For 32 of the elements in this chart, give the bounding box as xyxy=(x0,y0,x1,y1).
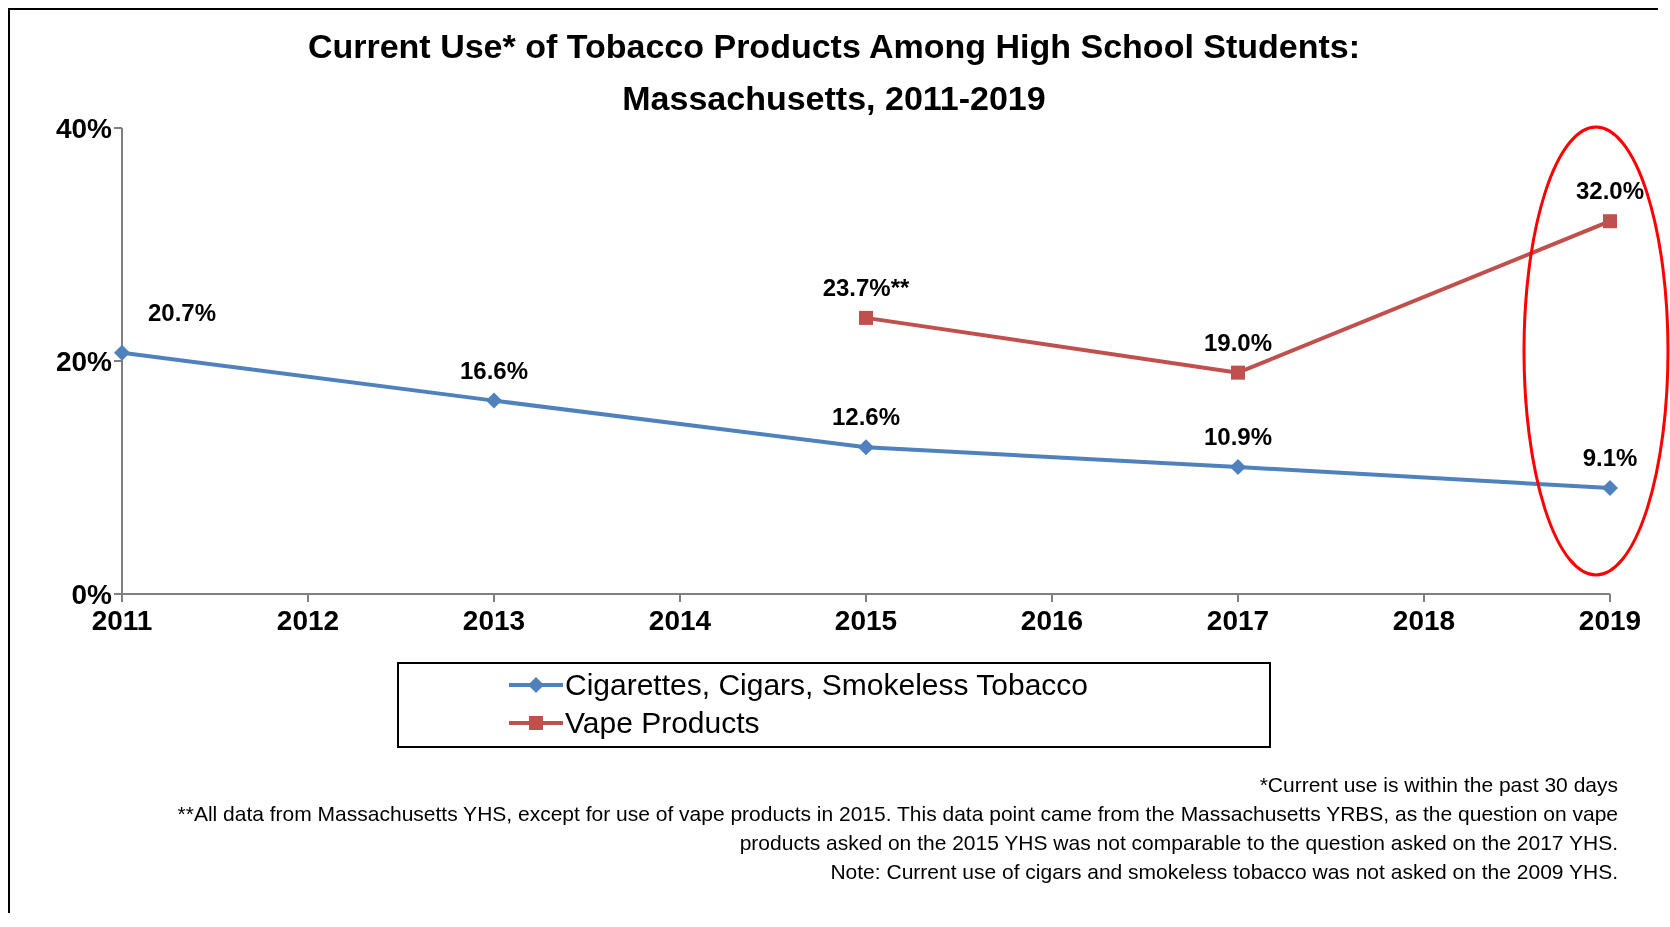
point xyxy=(858,439,874,456)
x-tick-label: 2013 xyxy=(462,604,526,636)
point xyxy=(114,344,130,361)
data-label: 16.6% xyxy=(459,356,529,384)
chart-title: Current Use* of Tobacco Products Among High School Students: Massachusetts, 2011-2019 xyxy=(307,27,1361,117)
point xyxy=(1231,365,1245,380)
x-tick-label: 2018 xyxy=(1392,604,1456,636)
data-label: 12.6% xyxy=(831,403,901,431)
point xyxy=(1603,214,1617,229)
point xyxy=(486,392,502,409)
point xyxy=(1230,459,1246,476)
point xyxy=(1602,479,1618,496)
legend-label: Cigarettes, Cigars, Smokeless Tobacco xyxy=(565,667,1089,703)
text: **All data from Massachusetts YHS, except for use of vape products in 2015. This data point came from the Massachusetts YRBS, as the question on vape products asked on the 2015 YHS was not comparable to the question asked on the 2017 YHS. xyxy=(176,801,1618,856)
data-label: 20.7% xyxy=(147,298,217,326)
data-label: 19.0% xyxy=(1203,328,1273,356)
x-tick-label: 2016 xyxy=(1020,604,1084,636)
legend-label: Vape Products xyxy=(565,705,760,741)
data-label: 9.1% xyxy=(1582,443,1638,471)
point xyxy=(859,310,873,325)
data-label: 23.7%** xyxy=(822,273,911,301)
x-tick-label: 2014 xyxy=(648,604,712,636)
text: Note: Current use of cigars and smokeless tobacco was not asked on the 2009 YHS. xyxy=(829,859,1618,885)
text: *Current use is within the past 30 days xyxy=(1258,772,1618,798)
x-tick-label: 2012 xyxy=(276,604,340,636)
x-tick-label: 2019 xyxy=(1578,604,1642,636)
data-label: 32.0% xyxy=(1575,177,1645,205)
y-tick-label: 40% xyxy=(55,112,113,144)
x-tick-label: 2017 xyxy=(1206,604,1270,636)
data-label: 10.9% xyxy=(1203,423,1273,451)
x-tick-label: 2015 xyxy=(834,604,898,636)
y-tick-label: 20% xyxy=(55,345,113,377)
